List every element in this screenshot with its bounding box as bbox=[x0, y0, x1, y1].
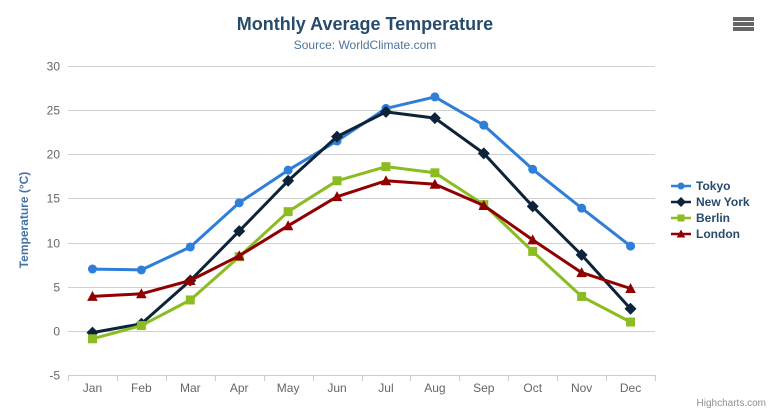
data-point-new-york-apr[interactable] bbox=[233, 225, 246, 238]
data-point-tokyo-nov[interactable] bbox=[577, 203, 587, 213]
data-point-berlin-dec[interactable] bbox=[626, 317, 636, 327]
data-point-tokyo-aug[interactable] bbox=[430, 92, 440, 102]
data-point-new-york-aug[interactable] bbox=[428, 112, 441, 125]
y-axis-tick-label: 10 bbox=[47, 237, 61, 251]
data-point-new-york-jun[interactable] bbox=[331, 130, 344, 143]
data-point-tokyo-jan[interactable] bbox=[87, 264, 97, 274]
x-axis-tick-label: Apr bbox=[230, 381, 249, 395]
y-axis-tick-label: 20 bbox=[47, 148, 61, 162]
x-axis-tick-label: Jul bbox=[378, 381, 393, 395]
y-axis-tick-label: 30 bbox=[47, 60, 61, 74]
credits-link[interactable]: Highcharts.com bbox=[696, 398, 766, 409]
data-point-tokyo-dec[interactable] bbox=[626, 241, 636, 251]
data-point-new-york-nov[interactable] bbox=[575, 248, 588, 261]
x-axis-tick-label: Feb bbox=[131, 381, 152, 395]
data-point-berlin-feb[interactable] bbox=[136, 321, 146, 331]
legend-item-new-york[interactable]: New York bbox=[671, 194, 750, 209]
y-axis-tick-label: 0 bbox=[53, 325, 60, 339]
x-axis-tick-label: Jan bbox=[83, 381, 102, 395]
legend-circle-marker-icon bbox=[671, 182, 691, 189]
series-line-london bbox=[91, 179, 632, 298]
data-point-tokyo-may[interactable] bbox=[283, 165, 293, 175]
data-point-berlin-nov[interactable] bbox=[577, 291, 587, 301]
data-point-new-york-sep[interactable] bbox=[477, 147, 490, 160]
x-axis-tick-label: Aug bbox=[424, 381, 445, 395]
data-point-new-york-jul[interactable] bbox=[379, 105, 392, 118]
data-point-berlin-oct[interactable] bbox=[528, 246, 538, 256]
y-axis-title: Temperature (°C) bbox=[17, 171, 31, 269]
data-point-london-jan[interactable] bbox=[87, 290, 98, 301]
export-menu-button[interactable] bbox=[733, 17, 754, 31]
x-axis-tick-label: Jun bbox=[327, 381, 346, 395]
data-point-new-york-dec[interactable] bbox=[624, 302, 637, 315]
hamburger-icon bbox=[733, 27, 754, 31]
legend-square-marker-icon bbox=[671, 214, 691, 221]
data-point-london-oct[interactable] bbox=[527, 234, 539, 245]
legend-item-label: New York bbox=[696, 194, 750, 209]
legend-item-tokyo[interactable]: Tokyo bbox=[671, 178, 750, 193]
data-point-berlin-jul[interactable] bbox=[381, 162, 391, 172]
data-point-london-dec[interactable] bbox=[625, 282, 636, 293]
series-line-berlin bbox=[91, 165, 632, 341]
y-axis-tick-label: -5 bbox=[49, 369, 60, 383]
series-line-new-york bbox=[91, 110, 632, 335]
data-point-tokyo-apr[interactable] bbox=[234, 198, 244, 208]
x-axis-tick-label: Oct bbox=[523, 381, 542, 395]
y-axis-tick-label: 25 bbox=[47, 104, 61, 118]
legend-item-label: Berlin bbox=[696, 210, 731, 225]
data-point-tokyo-feb[interactable] bbox=[136, 265, 146, 275]
x-axis-tick-label: Mar bbox=[180, 381, 201, 395]
hamburger-icon bbox=[733, 22, 754, 26]
x-axis-tick-label: Sep bbox=[473, 381, 495, 395]
chart-subtitle: Source: WorldClimate.com bbox=[293, 38, 437, 52]
y-axis-tick-label: 15 bbox=[47, 192, 61, 206]
hamburger-icon bbox=[733, 17, 754, 21]
legend-item-label: London bbox=[696, 226, 740, 241]
legend-item-london[interactable]: London bbox=[671, 226, 750, 241]
chart-title: Monthly Average Temperature bbox=[236, 14, 494, 34]
x-axis-tick-label: Nov bbox=[571, 381, 592, 395]
data-point-london-jul[interactable] bbox=[380, 175, 392, 186]
data-point-berlin-jan[interactable] bbox=[87, 334, 97, 344]
x-axis-tick-label: May bbox=[277, 381, 300, 395]
data-point-berlin-mar[interactable] bbox=[185, 295, 195, 305]
data-point-berlin-jun[interactable] bbox=[332, 176, 342, 186]
data-point-berlin-may[interactable] bbox=[283, 207, 293, 217]
x-axis-tick-label: Dec bbox=[620, 381, 641, 395]
data-point-new-york-may[interactable] bbox=[282, 174, 295, 187]
legend-diamond-marker-icon bbox=[671, 196, 691, 207]
data-point-london-feb[interactable] bbox=[136, 288, 147, 299]
data-point-london-jun[interactable] bbox=[331, 191, 343, 202]
data-point-london-sep[interactable] bbox=[478, 199, 490, 210]
data-point-new-york-oct[interactable] bbox=[526, 200, 539, 213]
legend-item-label: Tokyo bbox=[696, 178, 731, 193]
data-point-tokyo-oct[interactable] bbox=[528, 164, 538, 174]
data-point-london-may[interactable] bbox=[282, 220, 294, 231]
data-point-london-mar[interactable] bbox=[184, 275, 196, 286]
y-axis-tick-label: 5 bbox=[53, 281, 60, 295]
data-point-berlin-aug[interactable] bbox=[430, 168, 440, 178]
data-point-tokyo-sep[interactable] bbox=[479, 120, 489, 130]
legend-item-berlin[interactable]: Berlin bbox=[671, 210, 750, 225]
data-point-london-apr[interactable] bbox=[233, 250, 245, 261]
data-point-tokyo-mar[interactable] bbox=[185, 242, 195, 252]
data-point-london-nov[interactable] bbox=[576, 267, 587, 278]
legend: Tokyo New York Berlin London bbox=[671, 178, 750, 241]
legend-triangle-marker-icon bbox=[671, 229, 691, 237]
data-point-london-aug[interactable] bbox=[429, 178, 441, 189]
